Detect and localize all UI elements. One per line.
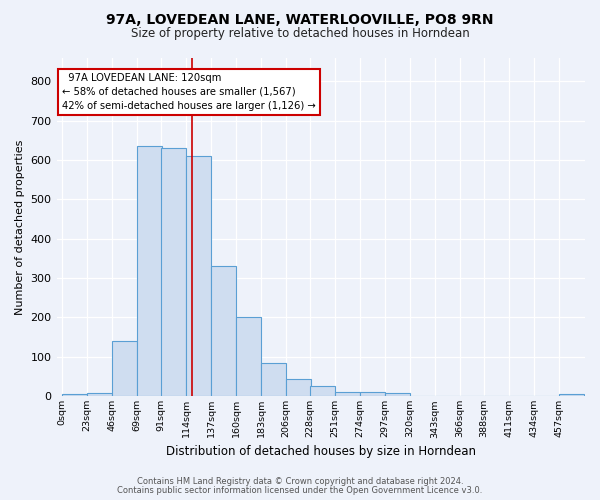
- Bar: [161, 148, 186, 396]
- Y-axis label: Number of detached properties: Number of detached properties: [15, 139, 25, 314]
- Bar: [112, 341, 137, 396]
- Text: 97A LOVEDEAN LANE: 120sqm  
← 58% of detached houses are smaller (1,567)
42% of : 97A LOVEDEAN LANE: 120sqm ← 58% of detac…: [62, 72, 316, 110]
- Bar: [236, 318, 261, 396]
- Text: Size of property relative to detached houses in Horndean: Size of property relative to detached ho…: [131, 28, 469, 40]
- Bar: [335, 392, 360, 396]
- Bar: [261, 363, 286, 396]
- Bar: [286, 378, 311, 396]
- Bar: [137, 146, 162, 397]
- Text: Contains public sector information licensed under the Open Government Licence v3: Contains public sector information licen…: [118, 486, 482, 495]
- Bar: [385, 393, 410, 396]
- Bar: [87, 393, 112, 396]
- Bar: [559, 394, 584, 396]
- Bar: [360, 392, 385, 396]
- Bar: [211, 266, 236, 396]
- Text: Contains HM Land Registry data © Crown copyright and database right 2024.: Contains HM Land Registry data © Crown c…: [137, 477, 463, 486]
- Bar: [186, 156, 211, 396]
- X-axis label: Distribution of detached houses by size in Horndean: Distribution of detached houses by size …: [166, 444, 476, 458]
- Bar: [310, 386, 335, 396]
- Text: 97A, LOVEDEAN LANE, WATERLOOVILLE, PO8 9RN: 97A, LOVEDEAN LANE, WATERLOOVILLE, PO8 9…: [106, 12, 494, 26]
- Bar: [62, 394, 87, 396]
